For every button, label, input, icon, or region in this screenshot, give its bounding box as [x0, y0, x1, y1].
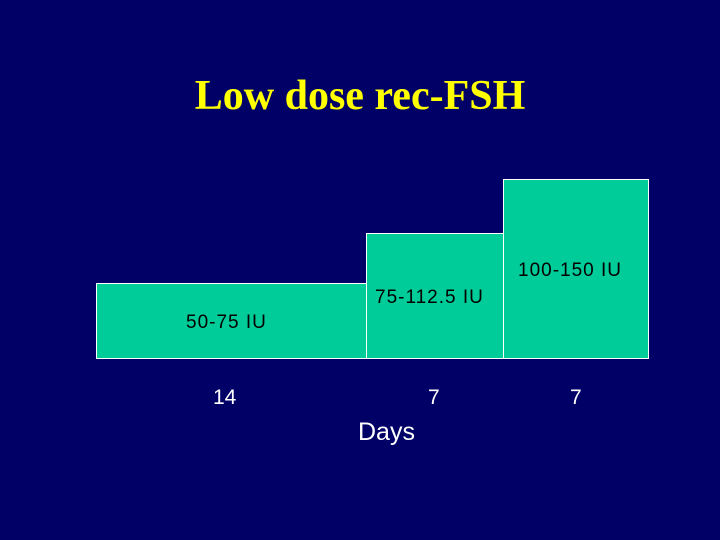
days-value-1: 14 [213, 386, 237, 409]
dose-step-block-2 [366, 233, 504, 359]
days-value-3: 7 [570, 386, 582, 409]
dose-step-block-1 [96, 283, 367, 359]
dose-label-3: 100-150 IU [518, 260, 623, 281]
days-value-2: 7 [428, 386, 440, 409]
days-axis-label: Days [358, 418, 415, 446]
dose-label-2: 75-112.5 IU [375, 287, 484, 308]
dose-label-1: 50-75 IU [186, 312, 267, 333]
slide-title: Low dose rec-FSH [194, 73, 526, 119]
dose-step-block-3 [503, 179, 649, 359]
